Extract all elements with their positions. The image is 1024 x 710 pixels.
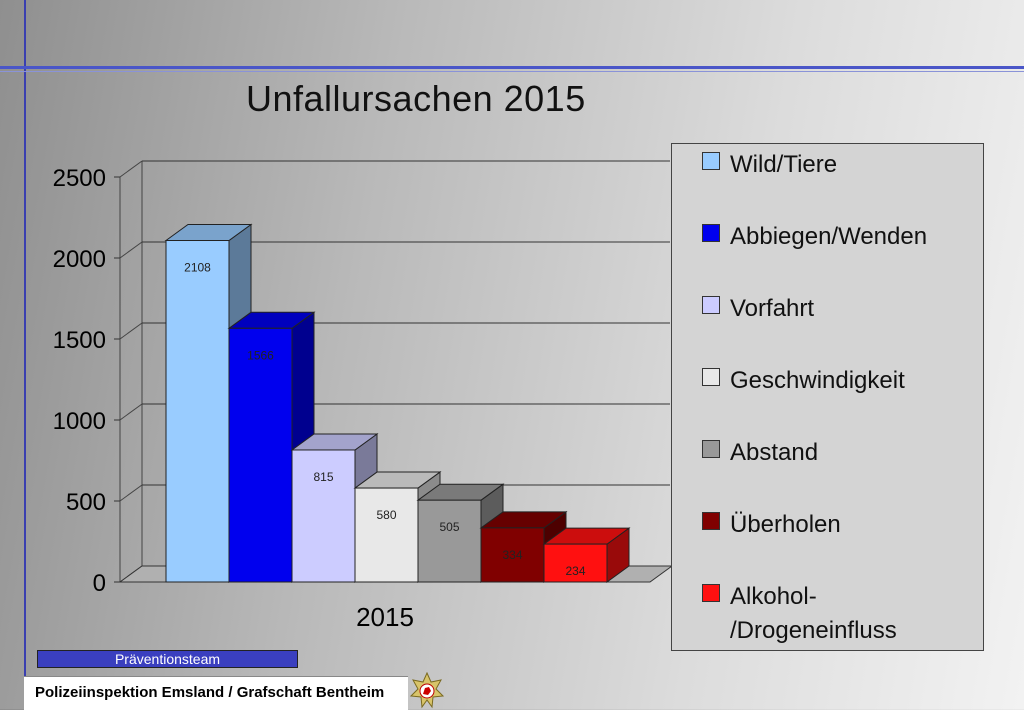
x-category-label: 2015 bbox=[356, 602, 414, 632]
legend-swatch bbox=[702, 296, 720, 314]
chart-title: Unfallursachen 2015 bbox=[246, 78, 586, 119]
bar bbox=[354, 487, 419, 583]
legend-swatch bbox=[702, 368, 720, 386]
gridline-side bbox=[119, 241, 143, 259]
y-tick-label: 1500 bbox=[53, 327, 106, 354]
bar-data-label: 2108 bbox=[184, 261, 211, 275]
organization-label: Polizeiinspektion Emsland / Grafschaft B… bbox=[35, 684, 385, 701]
y-tick-label: 2000 bbox=[53, 246, 106, 273]
gridline-side bbox=[119, 484, 143, 502]
bar-data-label: 580 bbox=[376, 508, 396, 522]
legend-label: Wild/Tiere bbox=[730, 151, 838, 178]
y-tick-label: 2500 bbox=[53, 165, 106, 192]
legend-label: Vorfahrt bbox=[730, 295, 815, 322]
police-star-logo-icon bbox=[410, 672, 444, 709]
legend-label: Abstand bbox=[730, 439, 819, 466]
bar bbox=[417, 499, 482, 583]
bar-data-label: 815 bbox=[313, 470, 333, 484]
bar bbox=[291, 449, 356, 583]
legend-label: Überholen bbox=[730, 511, 841, 538]
top-accent-line-thin bbox=[0, 71, 1024, 72]
left-accent-line bbox=[24, 0, 26, 709]
legend-label: Geschwindigkeit bbox=[730, 367, 905, 394]
y-tick-label: 1000 bbox=[53, 408, 106, 435]
y-tick-label: 0 bbox=[93, 570, 106, 597]
footer-band bbox=[24, 676, 408, 710]
legend-swatch bbox=[702, 152, 720, 170]
legend-swatch bbox=[702, 440, 720, 458]
gridline-side bbox=[119, 322, 143, 340]
y-tick-label: 500 bbox=[66, 489, 106, 516]
gridline-side bbox=[119, 160, 143, 178]
gridline-side bbox=[119, 403, 143, 421]
legend-swatch bbox=[702, 224, 720, 242]
bar bbox=[543, 543, 608, 583]
chart-legend: Wild/Tiere Abbiegen/Wenden Vorfahrt Geschwi… bbox=[671, 143, 984, 651]
bar-data-label: 1566 bbox=[247, 348, 274, 362]
top-accent-line bbox=[0, 66, 1024, 69]
bar-data-label: 334 bbox=[502, 548, 522, 562]
team-label: Präventionsteam bbox=[37, 650, 298, 668]
bar bbox=[228, 327, 293, 583]
legend-label: Abbiegen/Wenden bbox=[730, 223, 928, 250]
bar-data-label: 505 bbox=[439, 520, 459, 534]
legend-swatch bbox=[702, 584, 720, 602]
legend-label: Alkohol-/Drogeneinfluss bbox=[730, 583, 897, 644]
bar-data-label: 234 bbox=[565, 564, 585, 578]
legend-swatch bbox=[702, 512, 720, 530]
bar bbox=[165, 240, 230, 583]
